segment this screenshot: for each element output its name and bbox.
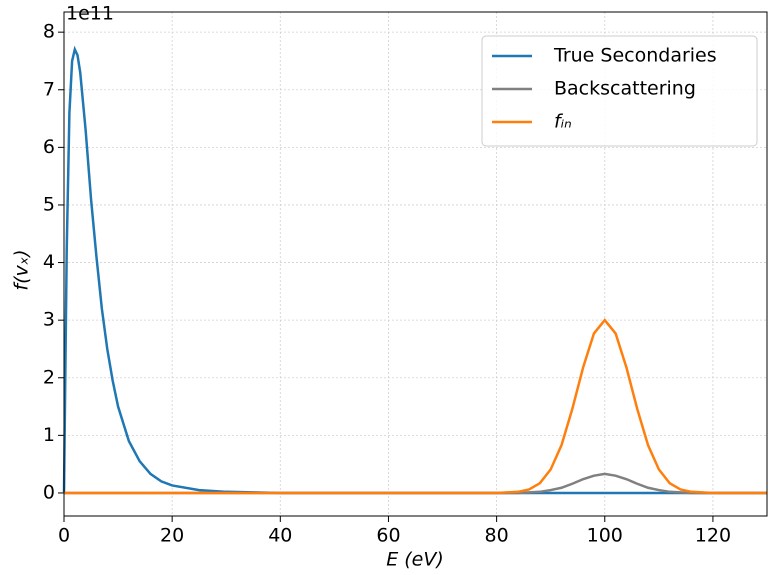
legend-label: Backscattering	[554, 78, 696, 100]
offset-label: 1e11	[66, 3, 114, 25]
legend: True Secondaries Backscattering fᵢₙ	[481, 35, 758, 147]
legend-label: True Secondaries	[553, 45, 717, 67]
y-tick-label: 0	[43, 481, 55, 503]
x-tick-label: 80	[485, 525, 509, 547]
y-tick-label: 8	[43, 21, 55, 43]
line-series	[64, 318, 767, 495]
x-axis-label: E (eV)	[386, 549, 444, 571]
y-tick-label: 1	[43, 424, 55, 446]
y-tick-label: 3	[43, 309, 55, 331]
x-tick-label: 120	[695, 525, 731, 547]
legend-box	[481, 35, 758, 147]
x-tick-label: 60	[376, 525, 400, 547]
x-tick-label: 20	[160, 525, 184, 547]
y-tick-label: 4	[43, 251, 55, 273]
legend-label: fᵢₙ	[554, 111, 572, 133]
y-axis-label: f(vₓ)	[11, 249, 33, 290]
x-tick-label: 0	[58, 525, 70, 547]
y-tick-label: 2	[43, 366, 55, 388]
y-tick-label: 6	[43, 136, 55, 158]
y-tick-label: 5	[43, 193, 55, 215]
x-tick-label: 100	[587, 525, 623, 547]
plot-frame	[63, 11, 768, 517]
y-tick-label: 7	[43, 78, 55, 100]
x-tick-label: 40	[268, 525, 292, 547]
